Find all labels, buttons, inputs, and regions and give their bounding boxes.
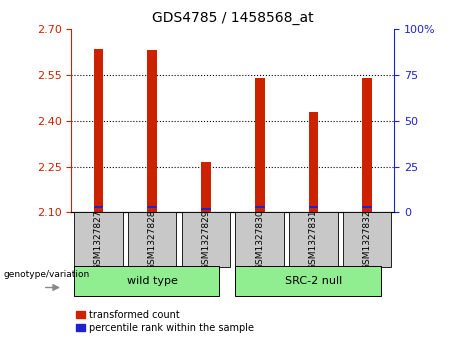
Bar xyxy=(148,50,157,212)
Bar xyxy=(255,78,265,212)
Bar xyxy=(362,78,372,212)
Text: GSM1327832: GSM1327832 xyxy=(363,209,372,270)
Bar xyxy=(343,212,391,267)
Text: SRC-2 null: SRC-2 null xyxy=(285,276,342,286)
Text: GSM1327830: GSM1327830 xyxy=(255,209,264,270)
Bar xyxy=(309,205,318,208)
Bar xyxy=(74,212,123,267)
Bar xyxy=(74,266,219,296)
Text: wild type: wild type xyxy=(127,276,177,286)
Text: GSM1327827: GSM1327827 xyxy=(94,209,103,270)
Bar xyxy=(255,205,265,208)
Legend: transformed count, percentile rank within the sample: transformed count, percentile rank withi… xyxy=(77,310,254,333)
Bar xyxy=(236,212,284,267)
Text: genotype/variation: genotype/variation xyxy=(4,270,90,279)
Bar xyxy=(94,205,103,208)
Bar xyxy=(236,266,381,296)
Text: GSM1327829: GSM1327829 xyxy=(201,209,210,270)
Bar xyxy=(309,111,318,212)
Bar xyxy=(128,212,176,267)
Bar xyxy=(201,162,211,212)
Bar xyxy=(362,205,372,208)
Bar xyxy=(148,205,157,208)
Text: GSM1327831: GSM1327831 xyxy=(309,209,318,270)
Title: GDS4785 / 1458568_at: GDS4785 / 1458568_at xyxy=(152,11,313,25)
Bar xyxy=(182,212,230,267)
Text: GSM1327828: GSM1327828 xyxy=(148,209,157,270)
Bar xyxy=(290,212,337,267)
Bar xyxy=(94,49,103,212)
Bar xyxy=(201,208,211,210)
